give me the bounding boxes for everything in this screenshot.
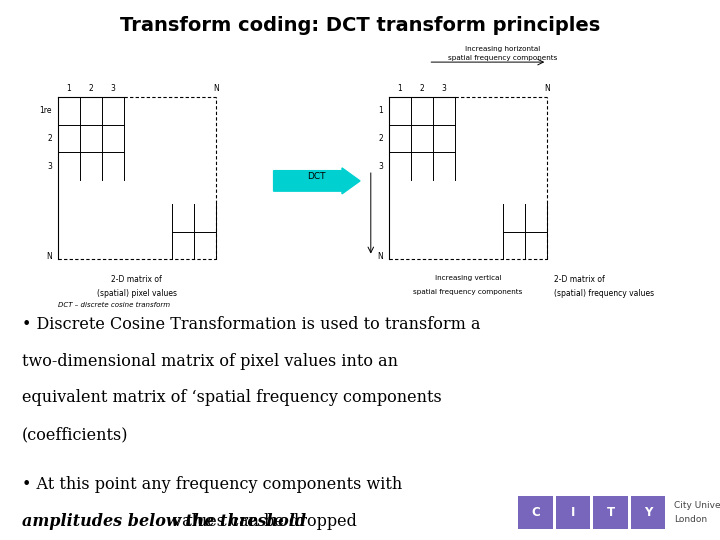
Text: values can be dropped: values can be dropped [168,513,357,530]
Text: 1: 1 [66,84,71,93]
Text: N: N [544,84,550,93]
Text: 1: 1 [397,84,402,93]
Text: 3: 3 [442,84,446,93]
Text: two-dimensional matrix of pixel values into an: two-dimensional matrix of pixel values i… [22,353,397,369]
Text: amplitudes below the threshold: amplitudes below the threshold [22,513,306,530]
Text: spatial frequency components: spatial frequency components [448,55,557,61]
Text: • Discrete Cosine Transformation is used to transform a: • Discrete Cosine Transformation is used… [22,316,480,333]
Text: (spatial) frequency values: (spatial) frequency values [554,289,654,298]
Text: 1re: 1re [40,106,52,116]
Text: 2-D matrix of: 2-D matrix of [554,275,605,285]
Text: spatial frequency components: spatial frequency components [413,289,523,295]
FancyBboxPatch shape [631,496,665,529]
Text: 3: 3 [111,84,115,93]
Text: Increasing vertical: Increasing vertical [435,275,501,281]
Text: 2-D matrix of: 2-D matrix of [112,275,162,285]
FancyBboxPatch shape [593,496,628,529]
Text: Y: Y [644,506,652,519]
Text: (spatial) pixel values: (spatial) pixel values [96,289,177,298]
Text: equivalent matrix of ‘spatial frequency components: equivalent matrix of ‘spatial frequency … [22,389,441,406]
Text: Increasing horizontal: Increasing horizontal [464,46,540,52]
Text: 3: 3 [378,161,383,171]
Text: 3: 3 [47,161,52,171]
Text: 2: 2 [89,84,93,93]
Text: London: London [674,515,707,524]
Text: • At this point any frequency components with: • At this point any frequency components… [22,476,402,493]
Text: I: I [571,506,575,519]
Text: DCT: DCT [307,172,326,181]
Text: City University: City University [674,501,720,510]
Text: DCT – discrete cosine transform: DCT – discrete cosine transform [58,302,170,308]
FancyBboxPatch shape [518,496,553,529]
Text: N: N [46,252,52,261]
Text: 2: 2 [378,134,383,143]
Text: (coefficients): (coefficients) [22,426,128,443]
Text: 2: 2 [47,134,52,143]
Text: N: N [213,84,219,93]
Text: Transform coding: DCT transform principles: Transform coding: DCT transform principl… [120,16,600,35]
Text: C: C [531,506,540,519]
Text: T: T [606,506,615,519]
Text: N: N [377,252,383,261]
FancyArrow shape [274,168,360,194]
Text: 1: 1 [378,106,383,116]
Text: 2: 2 [420,84,424,93]
FancyBboxPatch shape [556,496,590,529]
